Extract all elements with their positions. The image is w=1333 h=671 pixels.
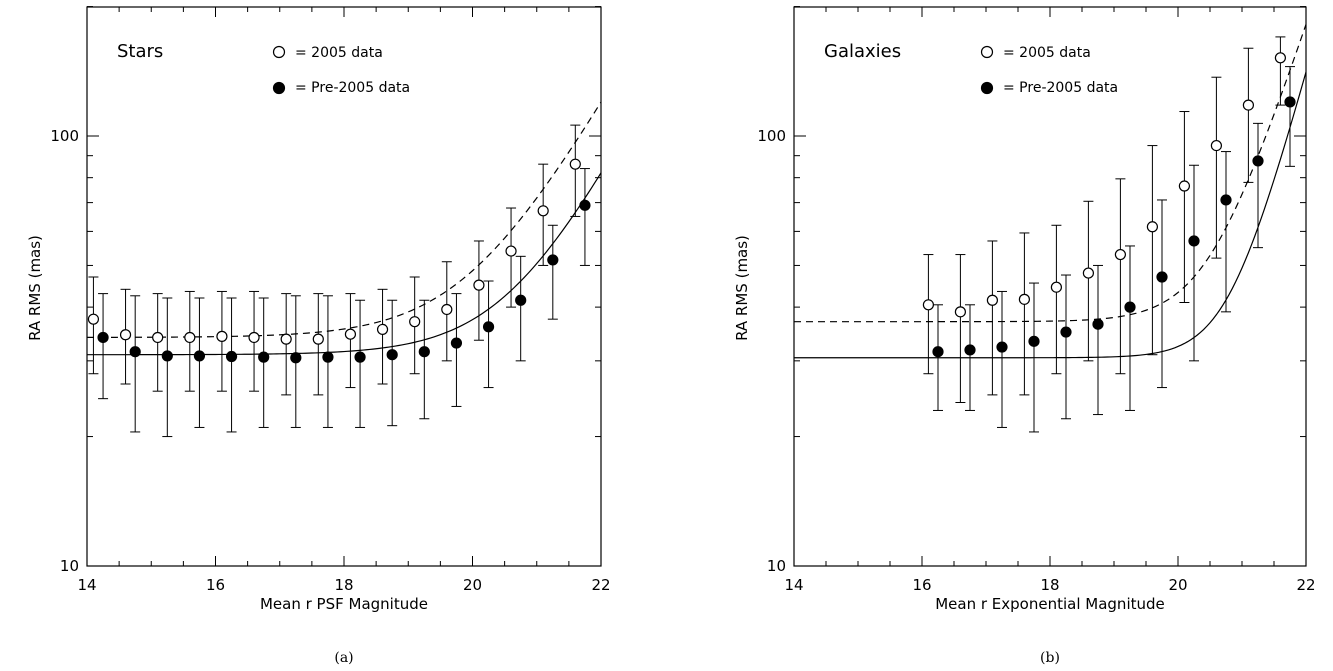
- point-2005-a: [505, 245, 517, 257]
- point-2005-a: [280, 333, 292, 345]
- point-2005-a: [441, 303, 453, 316]
- point-pre2005-a: [418, 346, 430, 358]
- point-2005-a: [87, 313, 100, 325]
- fit-curve-dashed-b: [794, 24, 1306, 323]
- caption-a: (a): [334, 650, 353, 666]
- legend-open-label-a: = 2005 data: [295, 45, 383, 61]
- point-pre2005-b: [1252, 155, 1264, 167]
- point-2005-a: [344, 328, 357, 340]
- point-pre2005-b: [964, 344, 976, 356]
- point-pre2005-b: [1156, 271, 1168, 283]
- point-2005-a: [248, 331, 260, 344]
- x-tick-label-b: 20: [1168, 576, 1187, 594]
- legend-filled-label-b: = Pre-2005 data: [1003, 80, 1118, 96]
- x-tick-label-b: 14: [784, 576, 803, 594]
- point-2005-b: [1146, 221, 1159, 233]
- point-2005-a: [376, 323, 389, 336]
- point-pre2005-a: [450, 337, 463, 349]
- point-pre2005-a: [290, 352, 302, 364]
- point-pre2005-b: [1028, 335, 1040, 347]
- point-2005-a: [216, 330, 228, 342]
- point-pre2005-b: [932, 346, 944, 358]
- x-tick-label-a: 14: [77, 576, 96, 594]
- point-2005-b: [1210, 139, 1223, 152]
- point-2005-a: [184, 331, 196, 344]
- fit-curve-dashed-a: [87, 101, 601, 338]
- point-pre2005-a: [547, 254, 559, 266]
- y-tick-label-a: 10: [60, 557, 79, 575]
- point-pre2005-b: [996, 341, 1008, 353]
- x-tick-label-b: 18: [1040, 576, 1059, 594]
- fit-curve-solid-b: [794, 71, 1306, 359]
- point-2005-a: [152, 331, 164, 344]
- x-tick-label-a: 18: [334, 576, 353, 594]
- axes-a: 14 16 18 20 22 10 100: [50, 6, 611, 594]
- y-axis-label-a: RA RMS (mas): [26, 235, 44, 341]
- legend-filled-marker-a: [272, 81, 286, 95]
- point-pre2005-a: [161, 350, 173, 362]
- panel-label-b: Galaxies: [824, 41, 901, 62]
- point-pre2005-a: [97, 331, 109, 344]
- panel-a: 14 16 18 20 22 10 100 Stars = 2005 data = Pre-…: [26, 6, 611, 666]
- y-tick-label-b: 10: [767, 557, 786, 575]
- fit-curve-solid-a: [87, 172, 601, 356]
- plot-area-b: [794, 24, 1306, 433]
- plot-area-a: [87, 101, 601, 438]
- point-2005-a: [409, 316, 421, 328]
- point-2005-b: [922, 299, 935, 311]
- point-2005-b: [1114, 248, 1127, 261]
- y-axis-label-b: RA RMS (mas): [733, 235, 751, 341]
- point-2005-a: [312, 333, 324, 345]
- legend-open-marker-b: [980, 45, 994, 59]
- x-tick-label-b: 22: [1296, 576, 1315, 594]
- point-2005-a: [119, 329, 132, 341]
- panel-b: 14 16 18 20 22 10 100 Galaxies = 2005 data = P…: [733, 6, 1316, 666]
- x-tick-label-a: 16: [206, 576, 225, 594]
- point-pre2005-a: [129, 346, 141, 358]
- point-2005-b: [1082, 267, 1095, 279]
- point-2005-a: [537, 205, 549, 217]
- point-pre2005-b: [1124, 301, 1136, 313]
- point-pre2005-a: [258, 351, 270, 363]
- panel-label-a: Stars: [117, 41, 163, 62]
- legend-open-marker-a: [272, 45, 286, 59]
- legend-filled-marker-b: [980, 81, 994, 95]
- point-pre2005-a: [515, 294, 527, 306]
- point-2005-b: [1242, 99, 1255, 111]
- x-tick-label-b: 16: [912, 576, 931, 594]
- point-pre2005-a: [386, 349, 398, 361]
- point-pre2005-b: [1092, 318, 1104, 330]
- point-pre2005-a: [225, 350, 238, 363]
- point-pre2005-a: [579, 199, 591, 211]
- x-tick-label-a: 20: [463, 576, 482, 594]
- point-2005-b: [986, 294, 999, 306]
- x-axis-label-b: Mean r Exponential Magnitude: [935, 595, 1165, 613]
- axes-b: 14 16 18 20 22 10 100: [757, 6, 1316, 594]
- point-pre2005-b: [1060, 326, 1072, 338]
- x-axis-label-a: Mean r PSF Magnitude: [260, 595, 428, 613]
- point-2005-b: [1018, 293, 1031, 305]
- point-2005-b: [954, 306, 967, 318]
- point-2005-a: [473, 279, 485, 291]
- legend-open-label-b: = 2005 data: [1003, 45, 1091, 61]
- point-pre2005-a: [482, 321, 495, 333]
- point-2005-b: [1274, 52, 1287, 64]
- point-pre2005-a: [322, 351, 334, 363]
- point-pre2005-b: [1188, 235, 1200, 247]
- point-pre2005-a: [193, 350, 206, 362]
- y-tick-label-b: 100: [757, 127, 786, 145]
- y-tick-label-a: 100: [50, 127, 79, 145]
- point-2005-b: [1050, 281, 1063, 293]
- x-tick-label-a: 22: [591, 576, 610, 594]
- point-pre2005-b: [1220, 194, 1232, 206]
- point-pre2005-b: [1284, 96, 1296, 108]
- point-pre2005-a: [354, 351, 366, 363]
- caption-b: (b): [1040, 650, 1060, 666]
- legend-filled-label-a: = Pre-2005 data: [295, 80, 410, 96]
- point-2005-b: [1178, 180, 1191, 192]
- point-2005-a: [569, 158, 581, 170]
